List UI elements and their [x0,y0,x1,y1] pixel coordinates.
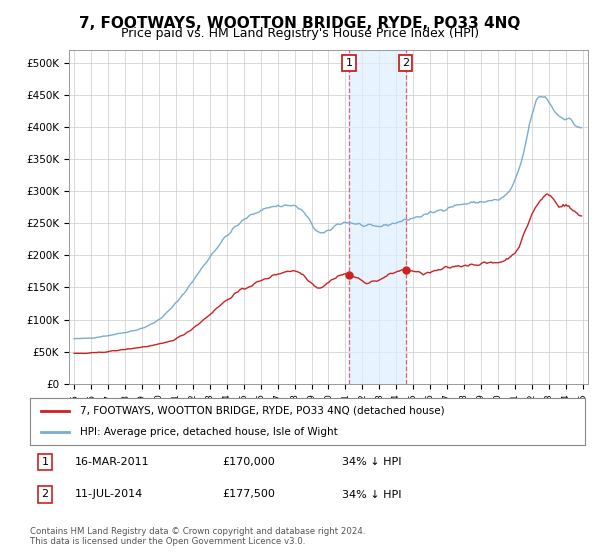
Bar [349,50,406,384]
Text: £170,000: £170,000 [222,457,275,467]
Text: 7, FOOTWAYS, WOOTTON BRIDGE, RYDE, PO33 4NQ (detached house): 7, FOOTWAYS, WOOTTON BRIDGE, RYDE, PO33 … [80,406,445,416]
Text: 2: 2 [402,58,409,68]
Text: 7, FOOTWAYS, WOOTTON BRIDGE, RYDE, PO33 4NQ: 7, FOOTWAYS, WOOTTON BRIDGE, RYDE, PO33 … [79,16,521,31]
Text: 34% ↓ HPI: 34% ↓ HPI [342,457,401,467]
Text: Price paid vs. HM Land Registry's House Price Index (HPI): Price paid vs. HM Land Registry's House … [121,27,479,40]
Text: 11-JUL-2014: 11-JUL-2014 [75,489,143,500]
Text: £177,500: £177,500 [222,489,275,500]
Text: 1: 1 [41,457,49,467]
Text: 1: 1 [346,58,353,68]
Text: Contains HM Land Registry data © Crown copyright and database right 2024.
This d: Contains HM Land Registry data © Crown c… [30,526,365,546]
Text: 2: 2 [41,489,49,500]
Text: 16-MAR-2011: 16-MAR-2011 [75,457,149,467]
Text: HPI: Average price, detached house, Isle of Wight: HPI: Average price, detached house, Isle… [80,427,338,437]
Text: 34% ↓ HPI: 34% ↓ HPI [342,489,401,500]
